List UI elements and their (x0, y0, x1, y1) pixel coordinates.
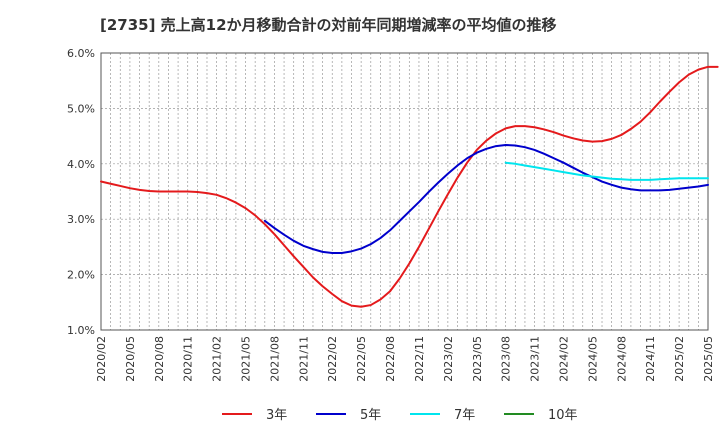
legend-label: 10年 (548, 408, 578, 423)
chart-title: [2735] 売上高12か月移動合計の対前年同期増減率の平均値の推移 (100, 16, 557, 34)
y-tick-label: 3.0% (67, 213, 95, 226)
x-tick-label: 2022/05 (355, 336, 368, 382)
x-tick-label: 2023/11 (529, 336, 542, 382)
x-tick-label: 2022/11 (413, 336, 426, 382)
x-tick-label: 2024/02 (557, 336, 570, 382)
x-tick-label: 2020/02 (95, 336, 108, 382)
x-tick-label: 2020/11 (182, 336, 195, 382)
y-tick-label: 4.0% (67, 158, 95, 171)
legend-label: 3年 (266, 408, 287, 423)
plot-area (101, 53, 708, 330)
x-tick-label: 2022/02 (326, 336, 339, 382)
series-line-0 (100, 65, 719, 308)
series-line-1 (263, 143, 709, 254)
legend-label: 5年 (360, 408, 381, 423)
x-tick-label: 2024/05 (586, 336, 599, 382)
x-tick-label: 2023/02 (442, 336, 455, 382)
x-tick-label: 2021/05 (240, 336, 253, 382)
x-tick-label: 2022/08 (384, 336, 397, 382)
x-tick-label: 2024/11 (644, 336, 657, 382)
x-tick-label: 2021/02 (211, 336, 224, 382)
x-tick-label: 2021/08 (268, 336, 281, 382)
x-tick-label: 2024/08 (615, 336, 628, 382)
legend-label: 7年 (454, 408, 475, 423)
y-tick-label: 5.0% (67, 102, 95, 115)
x-tick-label: 2021/11 (297, 336, 310, 382)
x-tick-label: 2025/02 (673, 336, 686, 382)
plot-border (100, 52, 709, 331)
x-tick-label: 2023/05 (471, 336, 484, 382)
x-tick-label: 2023/08 (500, 336, 513, 382)
x-tick-label: 2020/05 (124, 336, 137, 382)
x-tick-label: 2025/05 (702, 336, 715, 382)
y-tick-label: 6.0% (67, 47, 95, 60)
x-tick-label: 2020/08 (153, 336, 166, 382)
series-line-2 (504, 161, 709, 181)
y-tick-label: 1.0% (67, 324, 95, 337)
y-tick-label: 2.0% (67, 269, 95, 282)
